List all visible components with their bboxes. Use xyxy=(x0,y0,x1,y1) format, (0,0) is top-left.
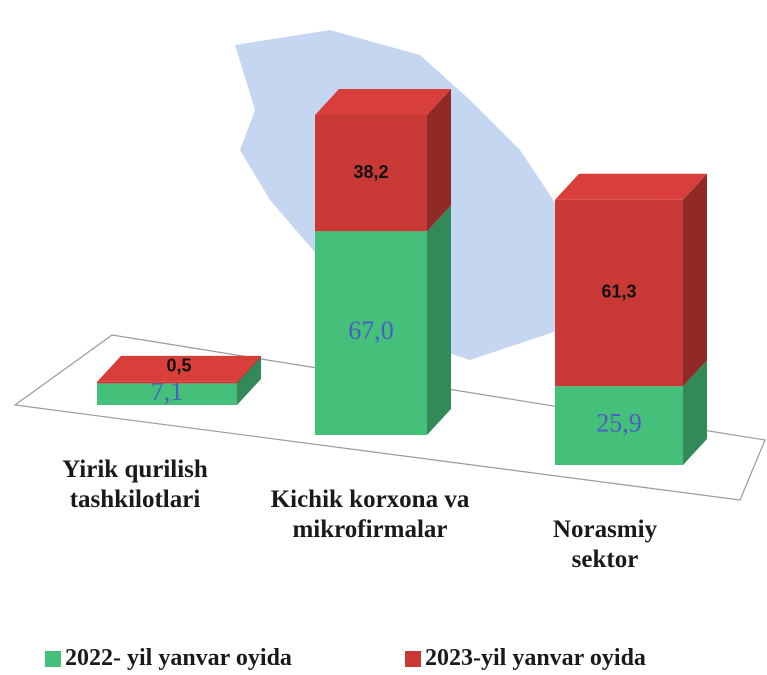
bars: 7,10,567,038,225,961,3 xyxy=(97,89,707,465)
bar-side xyxy=(683,173,707,387)
legend-swatch xyxy=(405,650,421,667)
bar-side xyxy=(237,355,261,384)
value-label: 0,5 xyxy=(166,356,191,376)
value-label: 25,9 xyxy=(596,409,642,438)
bar-side xyxy=(683,360,707,465)
category-label: Yirik qurilish tashkilotlari xyxy=(62,456,208,513)
category-label: Norasmiy sektor xyxy=(552,516,658,573)
bar-segment xyxy=(97,383,237,405)
category-label: Kichik korxona va mikrofirmalar xyxy=(270,486,470,543)
floor xyxy=(13,334,766,501)
bar-segment xyxy=(555,199,683,387)
legend-label: 2023-yil yanvar oyida xyxy=(425,645,646,671)
bar-top xyxy=(555,173,707,200)
legend-swatch xyxy=(45,650,61,667)
bar-segment xyxy=(555,386,683,465)
bar-side xyxy=(427,205,451,435)
bar-top xyxy=(97,355,261,382)
bar-segment xyxy=(315,115,427,232)
bar-side xyxy=(237,357,261,405)
legend-label: 2022- yil yanvar oyida xyxy=(65,645,292,671)
value-label: 61,3 xyxy=(601,282,636,302)
bar-segment xyxy=(315,231,427,435)
bar-segment xyxy=(97,381,237,384)
value-label: 67,0 xyxy=(348,316,394,345)
legend-item: 2022- yil yanvar oyida xyxy=(45,645,292,672)
value-label: 38,2 xyxy=(353,162,388,182)
bar-side xyxy=(427,89,451,232)
legend-item: 2023-yil yanvar oyida xyxy=(405,645,646,672)
bar-top xyxy=(315,89,451,115)
